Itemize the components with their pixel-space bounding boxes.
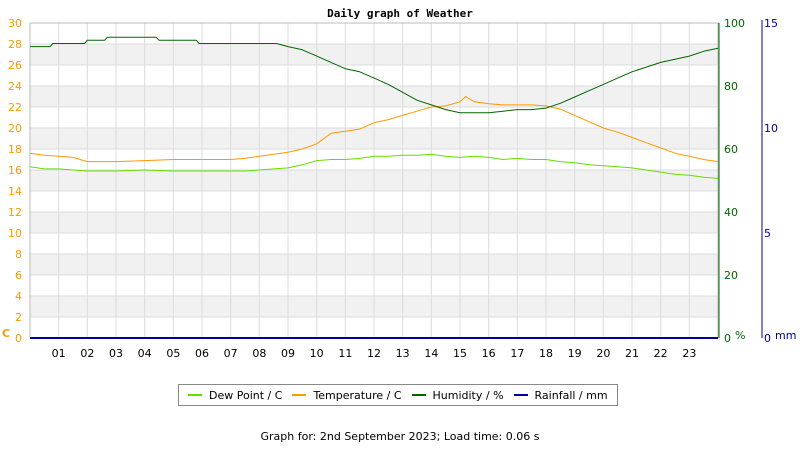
x-tick-label: 20	[596, 347, 610, 360]
y-tick-label-rainfall: 10	[764, 122, 778, 135]
legend-label: Rainfall / mm	[534, 388, 608, 402]
y-tick-label-temperature: 30	[8, 17, 22, 30]
legend-label: Temperature / C	[313, 388, 402, 402]
y-tick-label-temperature: 8	[15, 248, 22, 261]
x-tick-label: 21	[625, 347, 639, 360]
series-line-humidity	[30, 36, 719, 114]
x-tick-label: 01	[52, 347, 66, 360]
x-tick-label: 07	[224, 347, 238, 360]
legend-item: Rainfall / mm	[513, 388, 608, 402]
x-tick-label: 09	[281, 347, 295, 360]
legend-swatch	[188, 394, 202, 396]
series-line-temperature	[29, 96, 719, 163]
x-tick-label: 14	[424, 347, 438, 360]
y-tick-label-temperature: 10	[8, 227, 22, 240]
y-tick-label-temperature: 28	[8, 38, 22, 51]
x-tick-label: 13	[396, 347, 410, 360]
y-tick-label-temperature: 26	[8, 59, 22, 72]
y-tick-label-temperature: 24	[8, 80, 22, 93]
y-tick-label-humidity: 100	[724, 17, 745, 30]
y-tick-label-temperature: 20	[8, 122, 22, 135]
x-tick-label: 12	[367, 347, 381, 360]
y-tick-label-humidity: 60	[724, 143, 738, 156]
x-tick-label: 05	[166, 347, 180, 360]
legend-swatch	[513, 394, 528, 396]
x-tick-label: 23	[682, 347, 696, 360]
y-tick-label-temperature: 18	[8, 143, 22, 156]
y-tick-label-rainfall: 15	[764, 17, 778, 30]
x-tick-label: 19	[568, 347, 582, 360]
x-tick-label: 18	[539, 347, 553, 360]
y-tick-label-temperature: 6	[15, 269, 22, 282]
y-tick-label-temperature: 2	[15, 311, 22, 324]
y-axis-unit-temperature: C	[2, 327, 10, 340]
y-tick-label-temperature: 4	[15, 290, 22, 303]
y-tick-label-temperature: 14	[8, 185, 22, 198]
x-tick-label: 17	[510, 347, 524, 360]
x-tick-label: 03	[109, 347, 123, 360]
footer-text: Graph for: 2nd September 2023; Load time…	[260, 430, 540, 443]
legend-item: Dew Point / C	[188, 389, 282, 402]
y-tick-label-humidity: 40	[724, 206, 738, 219]
x-tick-label: 10	[310, 347, 324, 360]
x-tick-label: 11	[338, 347, 352, 360]
y-tick-label-rainfall: 0	[764, 332, 771, 345]
y-tick-label-humidity: 80	[724, 80, 738, 93]
y-tick-label-rainfall: 5	[764, 227, 771, 240]
y-axis-unit-humidity: %	[735, 329, 745, 342]
x-tick-label: 22	[654, 347, 668, 360]
legend-label: Humidity / %	[432, 388, 504, 402]
y-tick-label-temperature: 12	[8, 206, 22, 219]
x-tick-label: 06	[195, 347, 209, 360]
y-tick-label-temperature: 16	[8, 164, 22, 177]
y-tick-label-temperature: 22	[8, 101, 22, 114]
legend-label: Dew Point / C	[209, 388, 283, 402]
legend-item: Humidity / %	[411, 388, 504, 402]
legend-item: Temperature / C	[292, 388, 402, 402]
y-axis-unit-rainfall: mm	[775, 329, 796, 342]
x-tick-label: 16	[482, 347, 496, 360]
x-tick-label: 15	[453, 347, 467, 360]
y-tick-label-humidity: 0	[724, 332, 731, 345]
x-tick-label: 04	[138, 347, 152, 360]
legend-swatch	[411, 394, 426, 396]
chart-title: Daily graph of Weather	[327, 7, 473, 20]
y-tick-label-humidity: 20	[724, 269, 738, 282]
chart-legend: Dew Point / C Temperature / C Humidity / %…	[178, 384, 618, 406]
legend-swatch	[292, 394, 307, 396]
y-tick-label-temperature: 0	[15, 332, 22, 345]
series-line-dew	[29, 153, 719, 179]
x-tick-label: 08	[252, 347, 266, 360]
x-tick-label: 02	[80, 347, 94, 360]
